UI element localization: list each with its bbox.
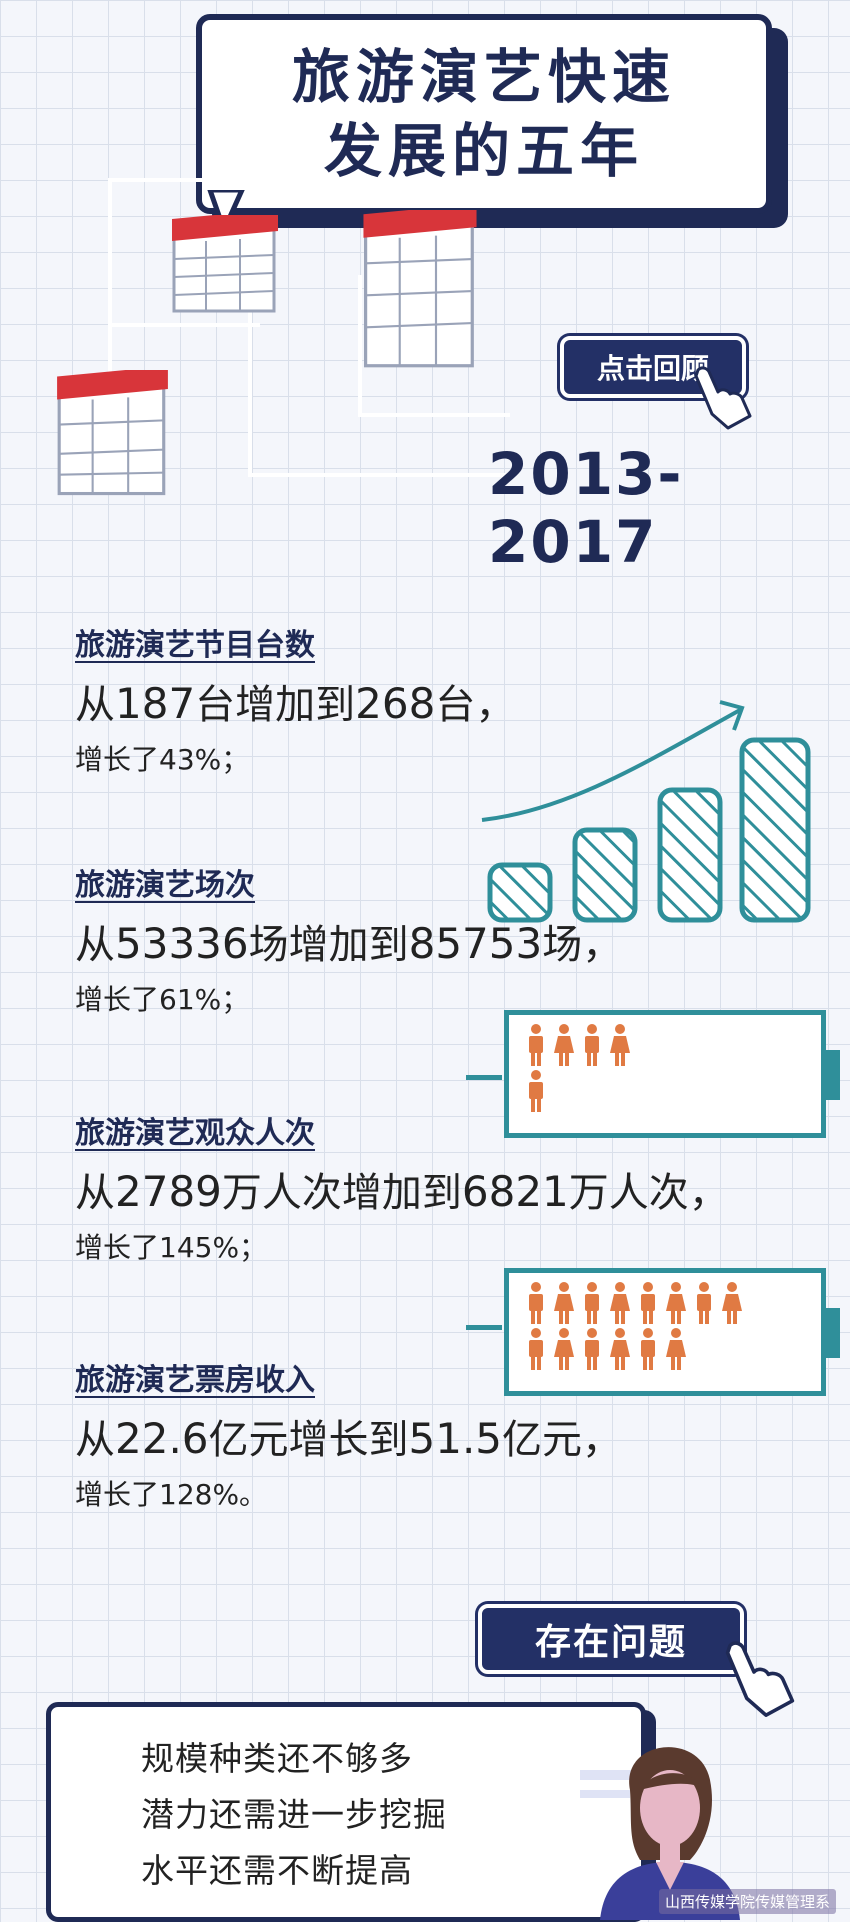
stat-block: 旅游演艺节目台数 从187台增加到268台， 增长了43%； <box>75 620 515 778</box>
person-icon <box>529 1328 543 1370</box>
watermark: 山西传媒学院传媒管理系 <box>658 1889 836 1914</box>
stat-title: 旅游演艺场次 <box>75 868 255 903</box>
person-icon <box>697 1282 711 1324</box>
battery-lead <box>466 1325 502 1330</box>
calendar-icon <box>57 370 168 496</box>
pointing-hand-icon <box>694 366 752 430</box>
title-tail-icon <box>207 190 245 237</box>
stat-growth: 增长了43%； <box>75 743 250 776</box>
battery-gauge <box>504 1010 826 1138</box>
stat-line: 从22.6亿元增长到51.5亿元， <box>75 1414 623 1463</box>
stat-growth: 增长了61%； <box>75 983 250 1016</box>
person-icon <box>529 1024 543 1066</box>
person-icon <box>585 1328 599 1370</box>
battery-lead <box>466 1075 502 1080</box>
person-icon <box>529 1282 543 1324</box>
person-icon <box>610 1282 630 1324</box>
person-icon <box>529 1070 543 1112</box>
stat-title: 旅游演艺票房收入 <box>75 1363 315 1398</box>
problems-button[interactable]: 存在问题 <box>478 1604 744 1674</box>
stat-growth: 增长了128%。 <box>75 1478 268 1511</box>
person-icon <box>641 1282 655 1324</box>
people-group <box>509 1015 651 1121</box>
person-icon <box>585 1282 599 1324</box>
stat-line: 从53336场增加到85753场， <box>75 919 623 968</box>
stat-title: 旅游演艺观众人次 <box>75 1116 315 1151</box>
calendar-icon <box>172 215 278 313</box>
stat-block: 旅游演艺票房收入 从22.6亿元增长到51.5亿元， 增长了128%。 <box>75 1355 622 1513</box>
person-icon <box>554 1328 574 1370</box>
problem-item: 潜力还需进一步挖掘 <box>141 1795 447 1834</box>
pointing-hand-icon <box>725 1641 795 1717</box>
title-line-2: 发展的五年 <box>323 117 644 185</box>
stat-title: 旅游演艺节目台数 <box>75 628 315 663</box>
problem-item: 水平还需不断提高 <box>141 1851 413 1890</box>
connector-lines-icon <box>108 178 510 477</box>
person-icon <box>554 1024 574 1066</box>
calendar-icon <box>363 210 477 368</box>
battery-cap <box>826 1050 840 1100</box>
person-icon <box>666 1328 686 1370</box>
year-range: 2013-2017 <box>488 440 684 576</box>
title-line-1: 旅游演艺快速 <box>291 43 676 111</box>
person-icon <box>610 1328 630 1370</box>
people-group <box>509 1273 781 1379</box>
stat-line: 从187台增加到268台， <box>75 679 516 728</box>
person-icon <box>666 1282 686 1324</box>
stat-block: 旅游演艺场次 从53336场增加到85753场， 增长了61%； <box>75 860 622 1018</box>
stat-growth: 增长了145%； <box>75 1231 268 1264</box>
person-icon <box>585 1024 599 1066</box>
person-icon <box>722 1282 742 1324</box>
person-icon <box>641 1328 655 1370</box>
battery-gauge <box>504 1268 826 1396</box>
person-icon <box>554 1282 574 1324</box>
problem-item: 规模种类还不够多 <box>141 1739 413 1778</box>
stat-line: 从2789万人次增加到6821万人次， <box>75 1167 729 1216</box>
title-box: 旅游演艺快速 发展的五年 <box>196 14 772 214</box>
battery-cap <box>826 1308 840 1358</box>
problems-box: 规模种类还不够多 潜力还需进一步挖掘 水平还需不断提高 <box>46 1702 646 1922</box>
stat-block: 旅游演艺观众人次 从2789万人次增加到6821万人次， 增长了145%； <box>75 1108 729 1266</box>
person-icon <box>610 1024 630 1066</box>
growth-bars-icon <box>481 700 811 923</box>
